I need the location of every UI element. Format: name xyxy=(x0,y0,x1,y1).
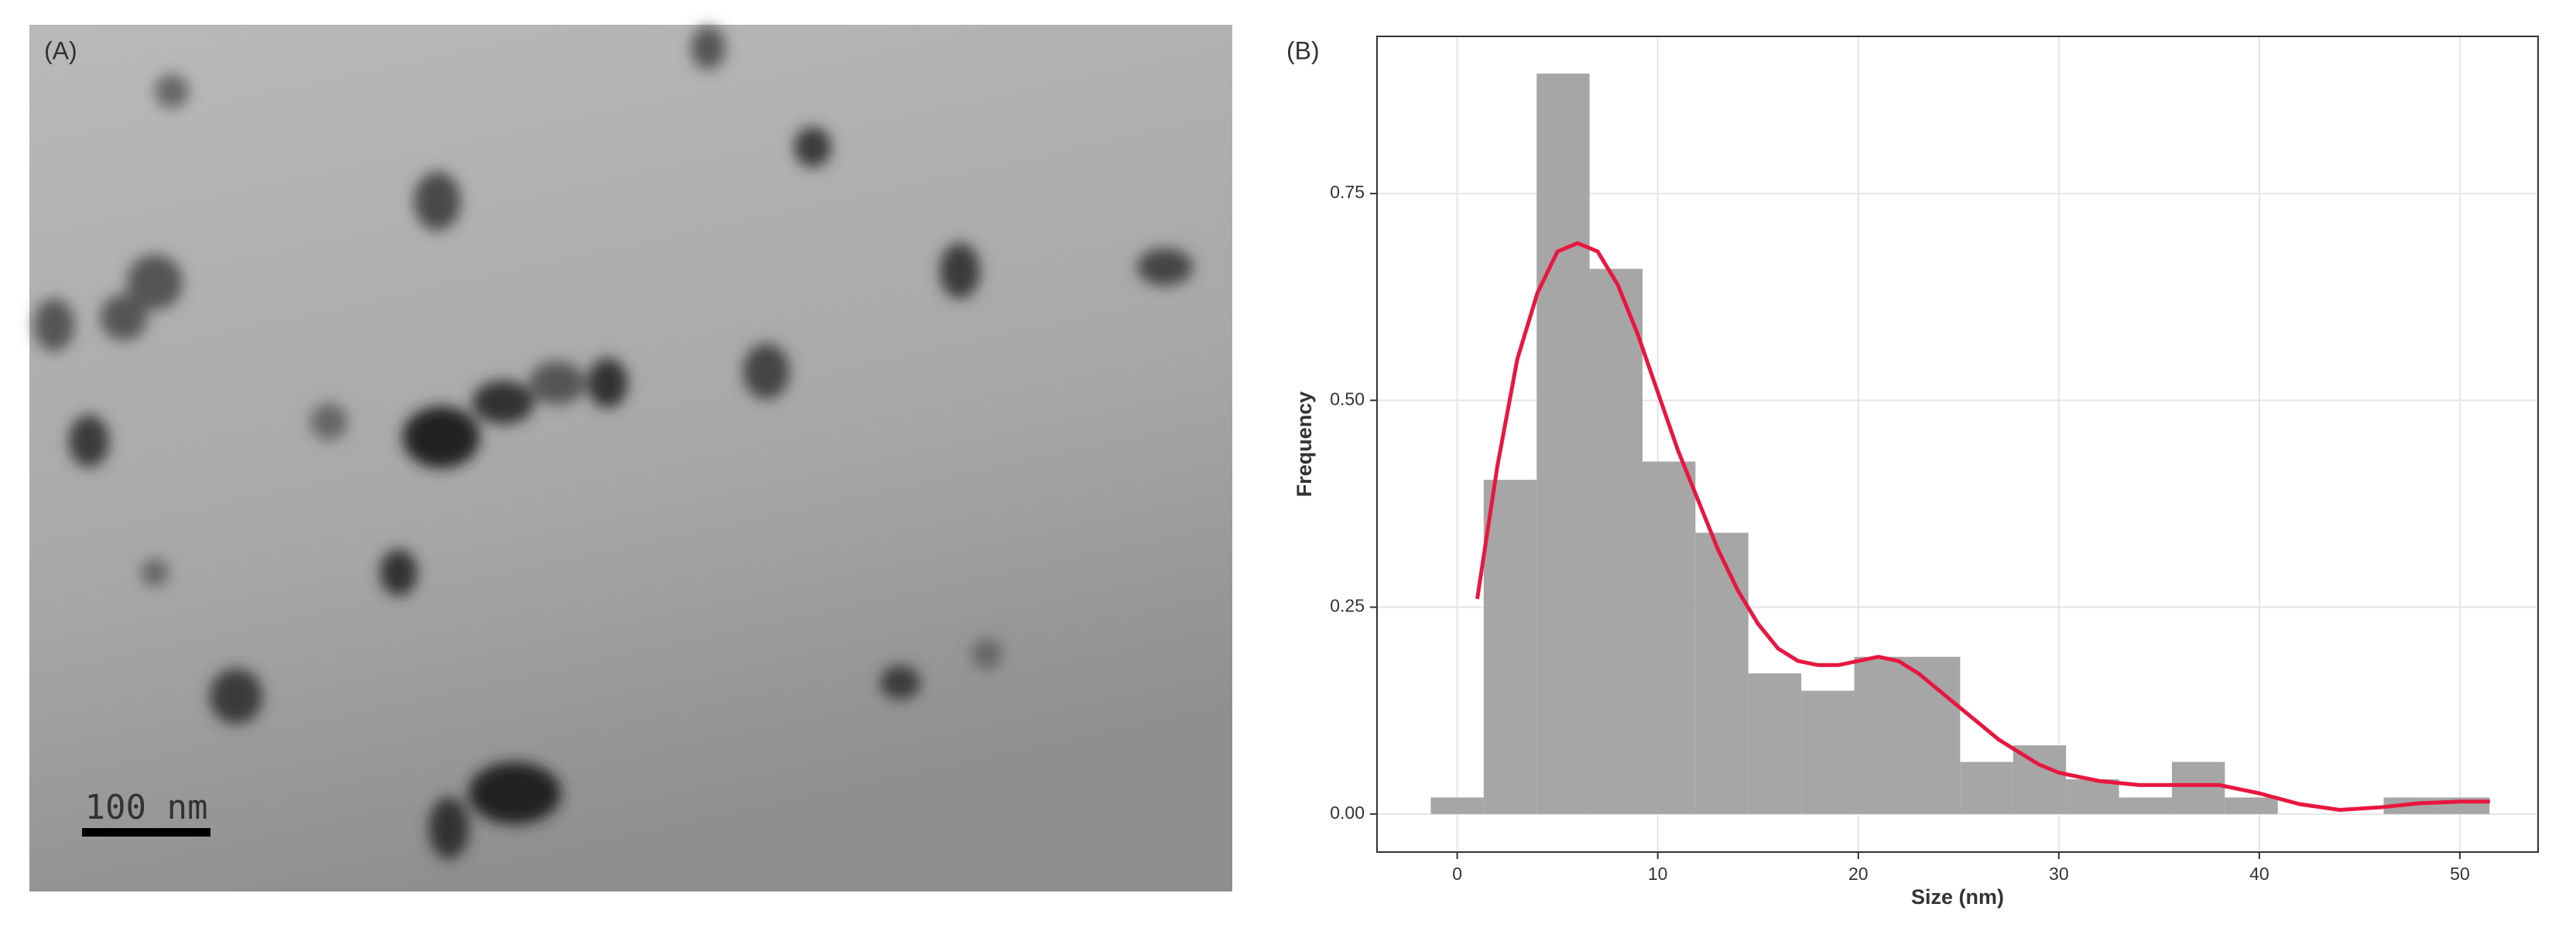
y-axis-title: Frequency xyxy=(1293,392,1316,498)
panel-label: (A) xyxy=(44,36,77,64)
y-tick-label: 0.00 xyxy=(1330,803,1365,823)
bar xyxy=(2119,797,2172,814)
density-curve xyxy=(1475,241,2490,813)
bar xyxy=(2171,762,2225,814)
bar xyxy=(1643,461,1696,814)
x-tick-label: 0 xyxy=(1452,864,1462,884)
panel-label: (B) xyxy=(1286,36,1320,64)
tem-image: (A) 100 nm xyxy=(29,25,1232,892)
bar xyxy=(1430,797,1484,814)
plot-frame xyxy=(1376,36,2539,853)
x-tick-label: 50 xyxy=(2450,864,2470,884)
x-tick-label: 40 xyxy=(2249,864,2269,884)
x-tick-label: 30 xyxy=(2049,864,2069,884)
x-axis-title: Size (nm) xyxy=(1911,885,2004,909)
y-tick-label: 0.75 xyxy=(1330,182,1365,202)
bar xyxy=(1748,673,1802,814)
bar xyxy=(1801,690,1855,814)
bar xyxy=(1695,532,1749,814)
scale-bar-label: 100 nm xyxy=(85,788,208,827)
bar xyxy=(2066,779,2119,814)
scale-bar xyxy=(82,828,211,837)
bar xyxy=(2225,797,2278,814)
y-tick-label: 0.50 xyxy=(1330,388,1365,409)
bar xyxy=(1536,74,1590,814)
bar xyxy=(1854,656,1907,814)
x-tick-label: 10 xyxy=(1648,864,1668,884)
tem-background xyxy=(29,25,1232,892)
y-tick-label: 0.25 xyxy=(1330,596,1365,616)
bar xyxy=(1483,479,1537,814)
bar xyxy=(1906,656,1961,814)
bar xyxy=(1960,762,2013,814)
bar xyxy=(1589,269,1643,814)
x-tick-label: 20 xyxy=(1848,864,1869,884)
bar xyxy=(2012,745,2067,814)
particles xyxy=(34,26,1193,859)
